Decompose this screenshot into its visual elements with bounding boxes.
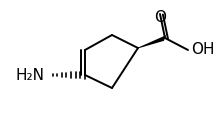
Polygon shape xyxy=(138,35,166,48)
Text: H₂N: H₂N xyxy=(16,67,45,82)
Text: OH: OH xyxy=(191,42,214,57)
Text: O: O xyxy=(154,10,166,25)
